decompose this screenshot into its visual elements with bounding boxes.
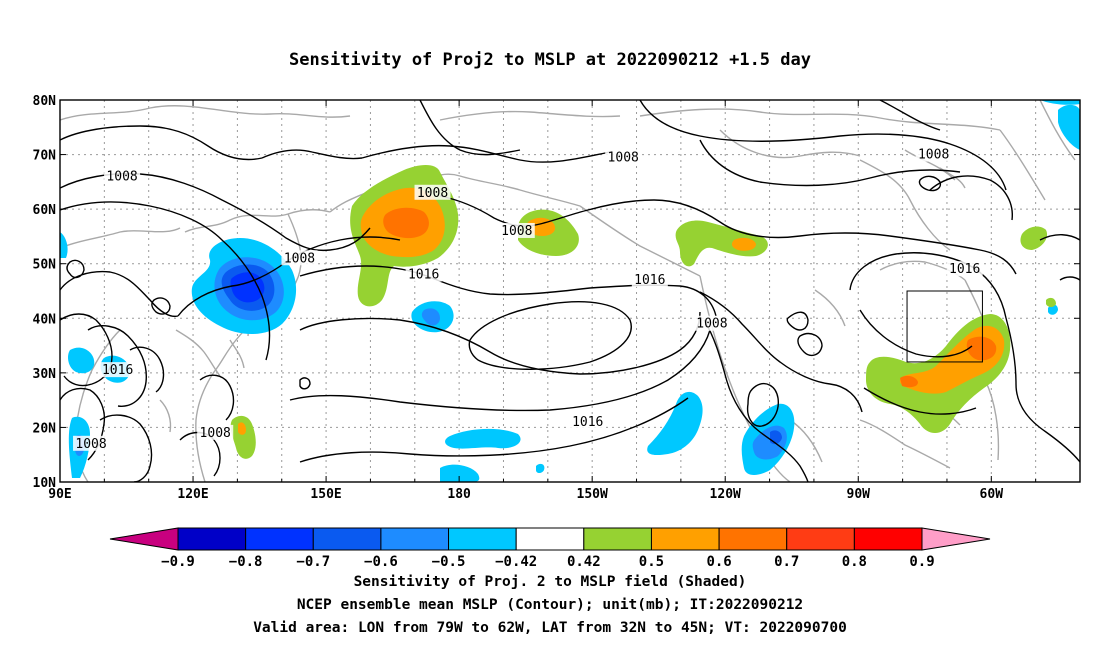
legend-arrow-left (109, 527, 179, 551)
legend-label: −0.9 (161, 554, 195, 570)
contour-label-bg (99, 362, 136, 378)
contour-label: 1008 (106, 169, 137, 184)
caption-line-1: Sensitivity of Proj. 2 to MSLP field (Sh… (353, 574, 747, 590)
lon-tick-label: 180 (447, 487, 471, 502)
contour-label-bg (498, 222, 535, 238)
contour-label-bg (414, 184, 451, 200)
contour-label: 1008 (918, 148, 949, 163)
contour-label: 1016 (408, 268, 439, 283)
legend-swatch (583, 527, 652, 551)
map-title: Sensitivity of Proj2 to MSLP at 20220902… (289, 50, 811, 70)
lat-tick-label: 20N (33, 421, 57, 436)
contour-label-bg (605, 149, 642, 165)
legend-swatch (177, 527, 247, 551)
legend-label: 0.9 (909, 554, 934, 570)
lon-tick-label: 150E (310, 487, 341, 502)
caption-line-3: Valid area: LON from 79W to 62W, LAT fro… (253, 620, 847, 636)
legend-label: −0.8 (229, 554, 263, 570)
lon-tick-label: 90W (847, 487, 871, 502)
contour-label: 1008 (75, 437, 106, 452)
contour-label: 1008 (608, 150, 639, 165)
contour-label-bg (946, 261, 983, 277)
legend-label: 0.5 (639, 554, 664, 570)
color-legend: −0.9 −0.8 −0.7 −0.6 −0.5 −0.42 0.42 0.5 0.6 0.7 0.… (109, 527, 991, 570)
contour-label: 1016 (634, 273, 665, 288)
lat-tick-label: 60N (33, 203, 57, 218)
legend-label: 0.42 (567, 554, 601, 570)
contour-label-bg (197, 424, 234, 440)
legend-swatch (853, 527, 923, 551)
lon-tick-label: 60W (980, 487, 1004, 502)
caption-line-2: NCEP ensemble mean MSLP (Contour); unit(… (296, 597, 804, 613)
lat-tick-label: 40N (33, 312, 57, 327)
contour-label: 1016 (102, 363, 133, 378)
contour-label-bg (693, 315, 730, 331)
legend-swatch (650, 527, 720, 551)
contour-label-bg (73, 435, 110, 451)
legend-swatch (312, 527, 382, 551)
lon-tick-label: 120E (177, 487, 208, 502)
legend-swatch (380, 527, 450, 551)
contour-label: 1008 (284, 251, 315, 266)
contour-label-bg (569, 413, 606, 429)
legend-arrow-right (921, 527, 991, 551)
lon-tick-label: 90E (48, 487, 71, 502)
lat-tick-label: 50N (33, 258, 57, 273)
legend-label: 0.6 (706, 554, 731, 570)
mslp-contours (60, 100, 1080, 482)
contour-label-bg (281, 250, 318, 266)
legend-label: −0.6 (364, 554, 398, 570)
lat-tick-label: 70N (33, 149, 57, 164)
legend-label: −0.7 (296, 554, 330, 570)
legend-swatch (515, 527, 585, 551)
longitude-axis: 90E 120E 150E 180 150W 120W 90W 60W (48, 100, 1037, 502)
contour-label: 1008 (696, 317, 727, 332)
map-frame (59, 99, 1081, 483)
valid-area-box (906, 290, 983, 363)
lat-tick-label: 30N (33, 367, 57, 382)
legend-swatch (786, 527, 855, 551)
legend-swatch (718, 527, 788, 551)
legend-label: −0.42 (495, 554, 537, 570)
contour-label-bg (631, 272, 668, 288)
legend-swatch (448, 527, 517, 551)
legend-label: 0.7 (774, 554, 799, 570)
contour-label: 1008 (200, 426, 231, 441)
lat-tick-label: 10N (33, 476, 57, 491)
legend-label: −0.5 (432, 554, 466, 570)
contour-label: 1016 (572, 415, 603, 430)
lat-tick-label: 80N (33, 94, 57, 109)
contour-label-bg (405, 266, 442, 282)
shaded-sensitivity (60, 100, 1080, 482)
legend-swatch (245, 527, 314, 551)
contour-label-layer: 1008 1008 1008 1008 1008 1008 1016 1016 1016 1016… (73, 146, 983, 452)
contour-label-bg (915, 146, 952, 162)
contour-label: 1008 (417, 186, 448, 201)
latitude-axis: 80N 70N 60N 50N 40N 30N 20N 10N (33, 94, 1080, 491)
contour-label: 1008 (501, 224, 532, 239)
legend-label: 0.8 (842, 554, 867, 570)
contour-label-bg (104, 168, 141, 184)
lon-tick-label: 150W (577, 487, 608, 502)
lon-tick-label: 120W (710, 487, 741, 502)
contour-label: 1016 (949, 262, 980, 277)
